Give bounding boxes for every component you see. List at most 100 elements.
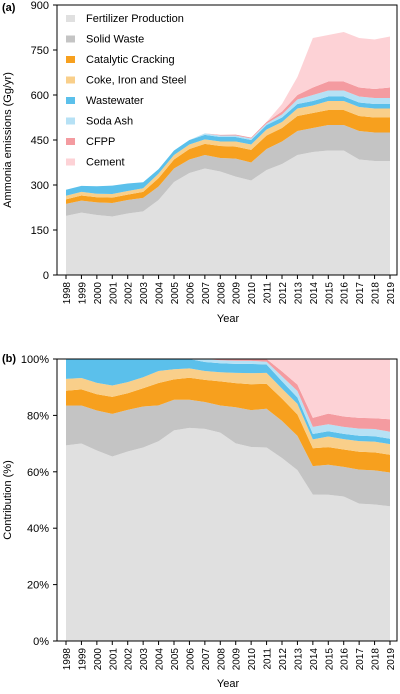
x-tick-label: 2002 <box>124 282 135 305</box>
x-tick-label: 1999 <box>77 282 88 305</box>
x-tick-label: 2006 <box>185 648 196 671</box>
x-tick-label: 2006 <box>185 282 196 305</box>
legend-swatch <box>66 138 75 145</box>
area-soda-ash <box>66 90 390 190</box>
legend-swatch <box>66 117 75 125</box>
legend-swatch <box>66 76 75 84</box>
legend-swatch <box>66 35 75 43</box>
x-tick-label: 1999 <box>77 648 88 671</box>
y-tick-label: 20% <box>27 580 49 592</box>
panel-b-plot-frame <box>56 358 398 642</box>
x-tick-label: 2009 <box>232 282 243 305</box>
x-tick-label: 2007 <box>201 648 212 671</box>
y-tick-label: 450 <box>31 135 49 147</box>
area-wastewater <box>66 359 390 445</box>
x-tick-label: 1998 <box>62 282 73 305</box>
legend-label: Soda Ash <box>86 116 133 128</box>
y-tick-label: 0% <box>33 636 49 648</box>
legend-label: Solid Waste <box>86 34 144 46</box>
panel-a-x-label: Year <box>217 313 240 325</box>
x-tick-label: 2015 <box>324 648 335 671</box>
x-tick-label: 2009 <box>232 648 243 671</box>
x-tick-label: 2000 <box>93 648 104 671</box>
legend-item-solid-waste: Solid Waste <box>66 34 144 46</box>
y-tick-label: 80% <box>27 410 49 422</box>
x-tick-label: 2014 <box>309 648 320 671</box>
x-tick-label: 2004 <box>155 648 166 671</box>
area-cement <box>66 32 390 190</box>
x-tick-label: 2002 <box>124 648 135 671</box>
y-tick-label: 40% <box>27 523 49 535</box>
x-tick-label: 2001 <box>108 282 119 305</box>
legend-swatch <box>66 56 75 63</box>
x-tick-label: 2007 <box>201 282 212 305</box>
panel-b: (b) 0% 20% 40% 60% 80% 100% 1998 1999 2000 2001 2… <box>2 353 398 690</box>
legend-label: Wastewater <box>86 95 144 107</box>
area-fertilizer-production <box>66 427 390 641</box>
legend-item-soda-ash: Soda Ash <box>66 116 133 128</box>
x-tick-label: 2018 <box>371 282 382 305</box>
x-tick-label: 2015 <box>324 282 335 305</box>
legend-item-coke-iron-and-steel: Coke, Iron and Steel <box>66 75 186 87</box>
panel-a-x-axis: 1998 1999 2000 2001 2002 2003 2004 2005 2006 2007… <box>62 275 397 304</box>
legend-item-cfpp: CFPP <box>66 136 115 148</box>
x-tick-label: 2018 <box>371 648 382 671</box>
panel-b-x-label: Year <box>217 678 240 689</box>
y-tick-label: 900 <box>31 0 49 12</box>
x-tick-label: 2019 <box>386 648 397 671</box>
area-cement <box>66 359 390 420</box>
panel-a-y-axis: 0 150 300 450 600 750 900 <box>31 0 57 282</box>
x-tick-label: 2004 <box>155 282 166 305</box>
area-coke-iron-and-steel <box>66 368 390 455</box>
panel-a-legend: Fertilizer Production Solid Waste Catalyti… <box>66 13 186 169</box>
y-tick-label: 150 <box>31 225 49 237</box>
panel-a-label: (a) <box>2 2 16 14</box>
area-cfpp <box>66 81 390 190</box>
area-solid-waste <box>66 125 390 217</box>
legend-label: Coke, Iron and Steel <box>86 75 186 87</box>
panel-b-x-axis: 1998 1999 2000 2001 2002 2003 2004 2005 2006 2007… <box>62 641 397 670</box>
y-tick-label: 100% <box>21 354 49 366</box>
legend-swatch <box>66 158 75 166</box>
x-tick-label: 2014 <box>309 282 320 305</box>
x-tick-label: 2012 <box>278 282 289 305</box>
area-catalytic-cracking <box>66 377 390 473</box>
legend-swatch <box>66 97 75 104</box>
area-cfpp <box>66 359 390 432</box>
x-tick-label: 2016 <box>340 648 351 671</box>
legend-swatch <box>66 15 75 22</box>
panel-b-y-axis: 0% 20% 40% 60% 80% 100% <box>21 354 57 648</box>
x-tick-label: 2005 <box>170 282 181 305</box>
x-tick-label: 2019 <box>386 282 397 305</box>
x-tick-label: 1998 <box>62 648 73 671</box>
area-catalytic-cracking <box>66 110 390 204</box>
area-fertilizer-production <box>66 150 390 275</box>
x-tick-label: 2011 <box>263 648 274 670</box>
panel-b-areas <box>66 359 390 641</box>
x-tick-label: 2017 <box>355 282 366 305</box>
x-tick-label: 2005 <box>170 648 181 671</box>
x-tick-label: 2000 <box>93 282 104 305</box>
area-coke-iron-and-steel <box>66 101 390 200</box>
x-tick-label: 2001 <box>108 648 119 671</box>
x-tick-label: 2003 <box>139 282 150 305</box>
legend-item-wastewater: Wastewater <box>66 95 144 107</box>
x-tick-label: 2011 <box>263 282 274 304</box>
y-tick-label: 750 <box>31 45 49 57</box>
x-tick-label: 2010 <box>247 282 258 305</box>
x-tick-label: 2013 <box>293 648 304 671</box>
x-tick-label: 2008 <box>216 282 227 305</box>
y-tick-label: 0 <box>43 270 49 282</box>
area-solid-waste <box>66 399 390 507</box>
legend-label: CFPP <box>86 136 115 148</box>
x-tick-label: 2003 <box>139 648 150 671</box>
x-tick-label: 2017 <box>355 648 366 671</box>
panel-a: (a) 0 150 300 450 600 750 900 1998 1999 2000 2001… <box>2 0 398 325</box>
legend-item-catalytic-cracking: Catalytic Cracking <box>66 54 175 66</box>
y-tick-label: 300 <box>31 180 49 192</box>
x-tick-label: 2008 <box>216 648 227 671</box>
panel-b-label: (b) <box>2 353 16 365</box>
legend-label: Fertilizer Production <box>86 13 184 25</box>
area-soda-ash <box>66 359 390 439</box>
